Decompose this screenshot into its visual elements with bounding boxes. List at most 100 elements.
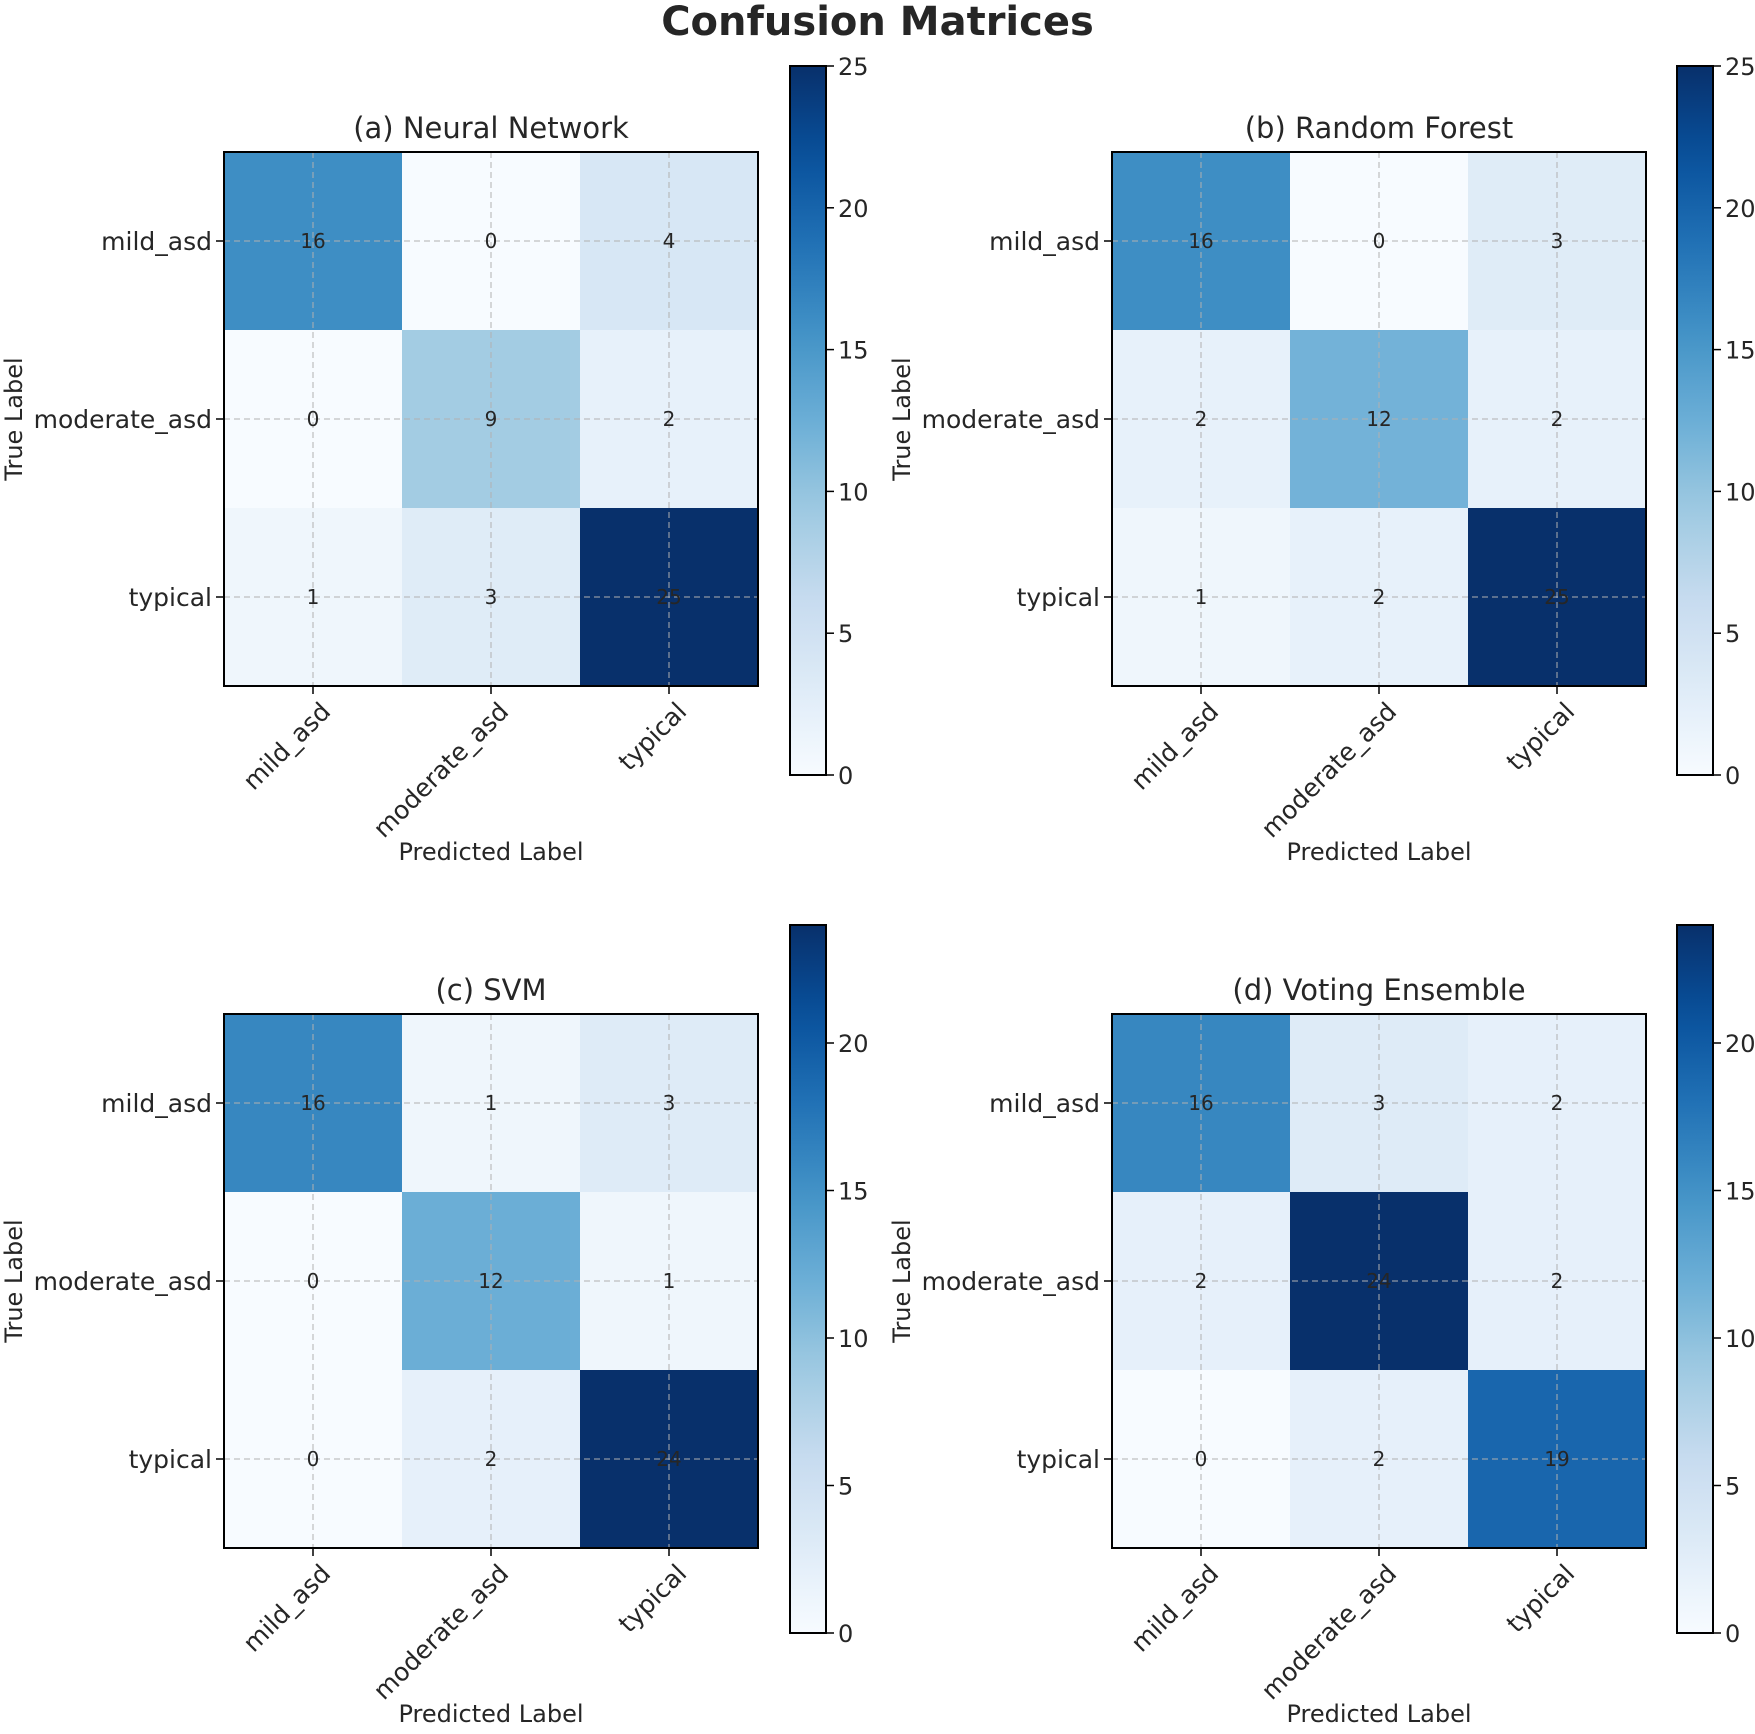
x-tick-label: typical xyxy=(1501,1559,1581,1639)
colorbar xyxy=(789,924,827,1634)
colorbar-tick-label: 25 xyxy=(838,53,869,81)
panel-title: (b) Random Forest xyxy=(1245,111,1514,145)
cell-value-label: 12 xyxy=(1366,407,1391,431)
cell-value-label: 1 xyxy=(307,585,320,609)
x-tick-label: moderate_asd xyxy=(1256,697,1403,844)
cell-value-label: 1 xyxy=(663,1269,676,1293)
heatmap-cell xyxy=(224,1192,402,1370)
colorbar-tick-label: 0 xyxy=(1725,762,1740,790)
heatmap-cell xyxy=(1290,330,1468,508)
colorbar-tick-label: 0 xyxy=(838,762,853,790)
colorbar-tick-label: 5 xyxy=(1725,1473,1740,1501)
x-axis-label: Predicted Label xyxy=(398,838,583,866)
cell-value-label: 0 xyxy=(307,1269,320,1293)
x-tick-label: typical xyxy=(613,1559,693,1639)
x-tick-label: mild_asd xyxy=(1125,697,1224,796)
cell-value-label: 2 xyxy=(1195,407,1208,431)
heatmap-cell xyxy=(224,1014,402,1192)
cell-value-label: 3 xyxy=(485,585,498,609)
heatmap-cell xyxy=(1290,152,1468,330)
heatmap-cell xyxy=(224,152,402,330)
y-tick-label: mild_asd xyxy=(101,227,212,256)
y-tick-label: moderate_asd xyxy=(922,405,1100,434)
cell-value-label: 12 xyxy=(478,1269,503,1293)
colorbar-tick-label: 20 xyxy=(1725,195,1755,223)
heatmap-cell xyxy=(402,1192,580,1370)
cell-value-label: 1 xyxy=(485,1091,498,1115)
y-tick-label: typical xyxy=(1017,583,1100,612)
main-title: Confusion Matrices xyxy=(661,0,1094,45)
cell-value-label: 2 xyxy=(485,1447,498,1471)
heatmap-cell xyxy=(1112,1192,1290,1370)
cell-value-label: 2 xyxy=(1551,407,1564,431)
y-axis-label: True Label xyxy=(888,1219,916,1343)
y-axis-label: True Label xyxy=(0,1219,28,1343)
y-tick-label: moderate_asd xyxy=(922,1267,1100,1296)
cell-value-label: 2 xyxy=(1195,1269,1208,1293)
colorbar-tick-label: 10 xyxy=(838,478,869,506)
cell-value-label: 2 xyxy=(663,407,676,431)
colorbar-tick-label: 5 xyxy=(1725,620,1740,648)
colorbar-tick-label: 20 xyxy=(1725,1030,1755,1058)
colorbar-tick-label: 5 xyxy=(838,620,853,648)
panel-title: (a) Neural Network xyxy=(353,111,629,145)
x-axis-label: Predicted Label xyxy=(1286,838,1471,866)
cell-value-label: 24 xyxy=(656,1447,681,1471)
colorbar-tick-label: 0 xyxy=(838,1620,853,1648)
y-tick-label: mild_asd xyxy=(989,227,1100,256)
colorbar-tick-label: 15 xyxy=(1725,1178,1755,1206)
colorbar-tick-label: 15 xyxy=(838,337,869,365)
cell-value-label: 3 xyxy=(1551,229,1564,253)
cell-value-label: 0 xyxy=(307,1447,320,1471)
heatmap-cell xyxy=(1112,1014,1290,1192)
cell-value-label: 0 xyxy=(307,407,320,431)
x-tick-label: typical xyxy=(1501,697,1581,777)
y-tick-label: mild_asd xyxy=(101,1089,212,1118)
y-axis-label: True Label xyxy=(0,357,28,481)
colorbar-tick-label: 20 xyxy=(838,195,869,223)
cell-value-label: 16 xyxy=(1188,229,1213,253)
colorbar xyxy=(789,65,827,776)
cell-value-label: 16 xyxy=(300,229,325,253)
colorbar-tick-label: 20 xyxy=(838,1030,869,1058)
heatmap-cell xyxy=(402,1014,580,1192)
cell-value-label: 0 xyxy=(1195,1447,1208,1471)
cell-value-label: 0 xyxy=(1373,229,1386,253)
x-tick-label: moderate_asd xyxy=(1256,1559,1403,1706)
y-tick-label: moderate_asd xyxy=(34,405,212,434)
x-axis-label: Predicted Label xyxy=(1286,1700,1471,1728)
panel-title: (d) Voting Ensemble xyxy=(1232,973,1525,1007)
heatmap-cell xyxy=(402,330,580,508)
x-tick-label: mild_asd xyxy=(237,697,336,796)
colorbar-tick-label: 15 xyxy=(1725,337,1755,365)
heatmap-cell xyxy=(1112,152,1290,330)
cell-value-label: 2 xyxy=(1373,585,1386,609)
cell-value-label: 3 xyxy=(663,1091,676,1115)
colorbar xyxy=(1676,65,1714,776)
heatmap-cell xyxy=(402,152,580,330)
cell-value-label: 2 xyxy=(1551,1091,1564,1115)
colorbar-tick-label: 5 xyxy=(838,1473,853,1501)
x-axis-label: Predicted Label xyxy=(398,1700,583,1728)
colorbar-tick-label: 10 xyxy=(1725,478,1755,506)
colorbar-tick-label: 10 xyxy=(838,1325,869,1353)
cell-value-label: 19 xyxy=(1544,1447,1569,1471)
y-tick-label: mild_asd xyxy=(989,1089,1100,1118)
heatmap-cell xyxy=(1112,330,1290,508)
cell-value-label: 16 xyxy=(300,1091,325,1115)
heatmap-cell xyxy=(1290,1014,1468,1192)
colorbar-tick-label: 10 xyxy=(1725,1325,1755,1353)
colorbar xyxy=(1676,924,1714,1634)
cell-value-label: 2 xyxy=(1373,1447,1386,1471)
colorbar-tick-label: 0 xyxy=(1725,1620,1740,1648)
cell-value-label: 1 xyxy=(1195,585,1208,609)
x-tick-label: moderate_asd xyxy=(368,697,515,844)
cell-value-label: 3 xyxy=(1373,1091,1386,1115)
x-tick-label: mild_asd xyxy=(1125,1559,1224,1658)
